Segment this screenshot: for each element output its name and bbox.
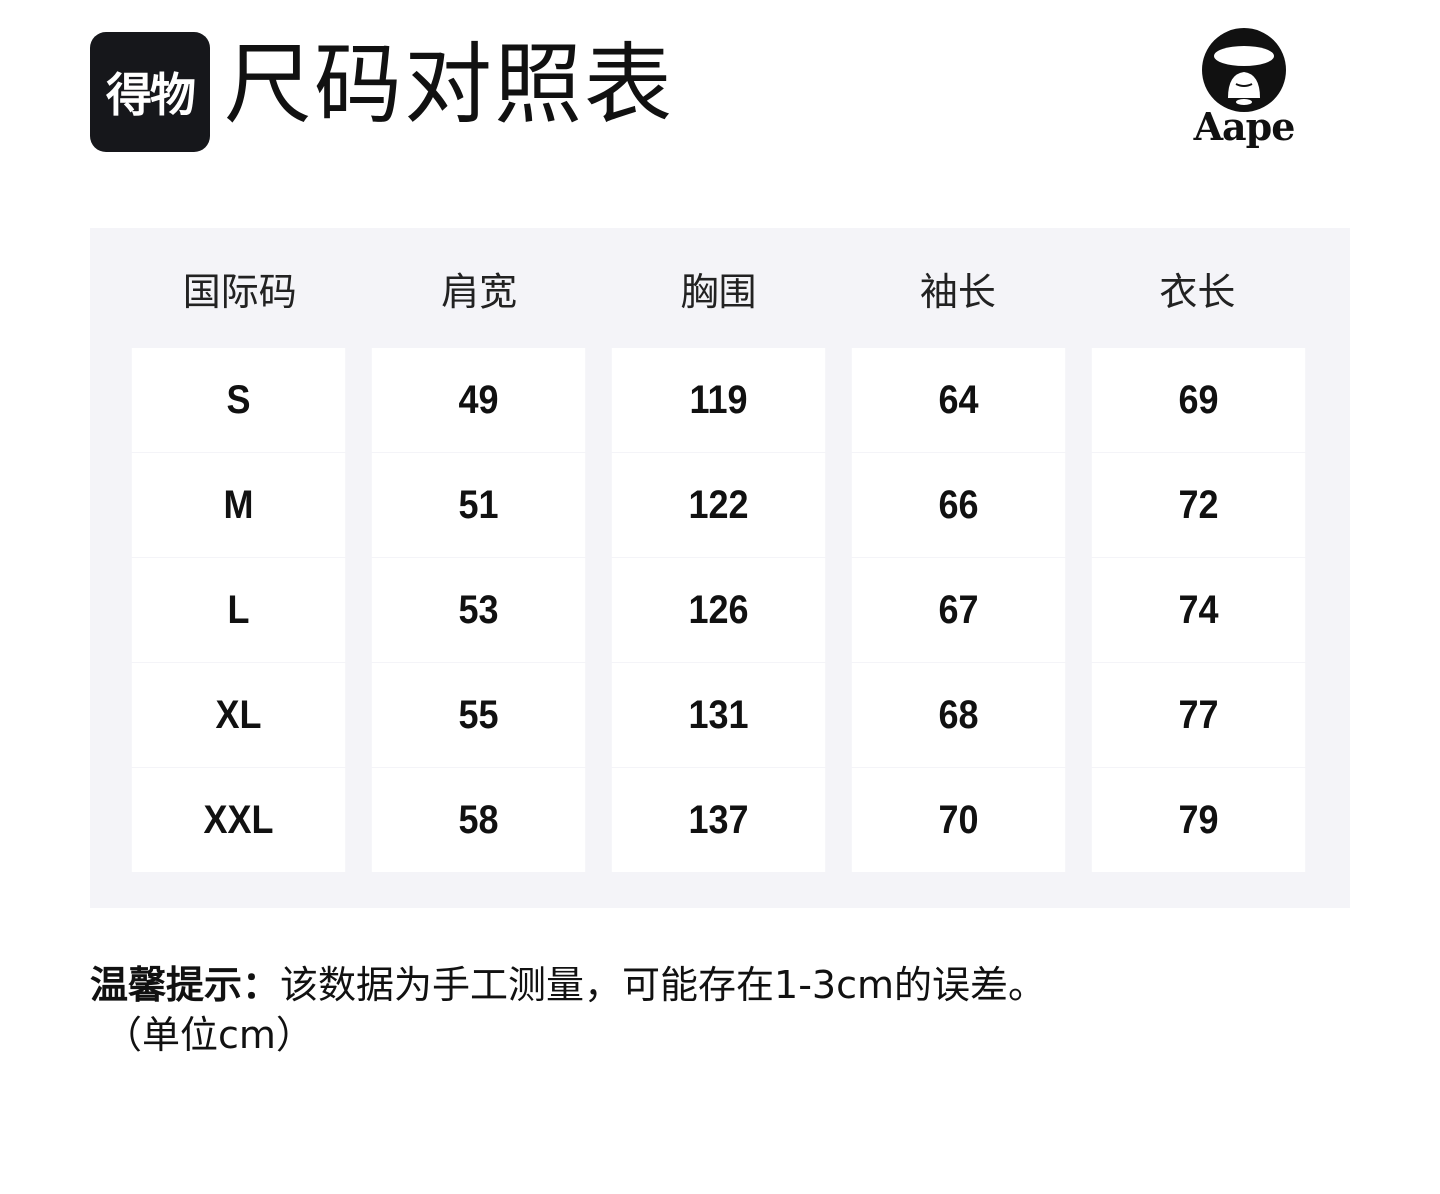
table-cell: 66 xyxy=(851,453,1066,557)
note-label: 温馨提示： xyxy=(90,963,281,1007)
table-cell: 122 xyxy=(611,453,826,557)
table-cell: 53 xyxy=(371,558,586,662)
table-cell: 137 xyxy=(611,768,826,872)
page-title: 尺码对照表 xyxy=(224,33,675,136)
table-cell: 64 xyxy=(851,348,1066,452)
column-header: 衣长 xyxy=(1159,269,1236,314)
table-cell: 55 xyxy=(371,663,586,767)
note-unit: （单位cm） xyxy=(104,1013,314,1057)
table-row: XXL 58 137 70 79 xyxy=(120,768,1317,872)
table-cell: 131 xyxy=(611,663,826,767)
table-cell: 79 xyxy=(1091,768,1306,872)
table-cell: 68 xyxy=(851,663,1066,767)
column-header: 肩宽 xyxy=(441,269,518,314)
brand-logo: 得物 xyxy=(90,32,210,152)
table-cell: XXL xyxy=(131,768,346,872)
note: 温馨提示：该数据为手工测量，可能存在1-3cm的误差。 xyxy=(90,962,1046,1008)
aape-logo-icon xyxy=(1202,28,1286,112)
column-header: 胸围 xyxy=(680,269,757,314)
table-cell: 72 xyxy=(1091,453,1306,557)
table-cell: 119 xyxy=(611,348,826,452)
aape-logo-text: Aape xyxy=(1193,104,1296,149)
table-cell: M xyxy=(131,453,346,557)
column-header: 袖长 xyxy=(919,269,996,314)
table-body: S 49 119 64 69 M 51 122 66 72 L 53 126 67 74 XL 55 131 68 7… xyxy=(120,348,1317,873)
note-text: 该数据为手工测量，可能存在1-3cm的误差。 xyxy=(280,963,1046,1007)
table-row: M 51 122 66 72 xyxy=(120,453,1317,557)
table-cell: 51 xyxy=(371,453,586,557)
table-header: 国际码 肩宽 胸围 袖长 衣长 xyxy=(120,228,1317,348)
table-row: XL 55 131 68 77 xyxy=(120,663,1317,767)
table-cell: 74 xyxy=(1091,558,1306,662)
table-cell: 49 xyxy=(371,348,586,452)
brand-logo-text: 得物 xyxy=(106,68,196,122)
table-row: L 53 126 67 74 xyxy=(120,558,1317,662)
table-cell: 126 xyxy=(611,558,826,662)
column-header: 国际码 xyxy=(182,269,297,314)
table-cell: 77 xyxy=(1091,663,1306,767)
table-cell: L xyxy=(131,558,346,662)
table-cell: 67 xyxy=(851,558,1066,662)
size-table: 国际码 肩宽 胸围 袖长 衣长 S 49 119 64 69 M 51 122 66 72 L 53 1… xyxy=(90,228,1350,908)
table-row: S 49 119 64 69 xyxy=(120,348,1317,452)
table-cell: 69 xyxy=(1091,348,1306,452)
table-cell: 70 xyxy=(851,768,1066,872)
table-cell: S xyxy=(131,348,346,452)
table-cell: XL xyxy=(131,663,346,767)
table-cell: 58 xyxy=(371,768,586,872)
